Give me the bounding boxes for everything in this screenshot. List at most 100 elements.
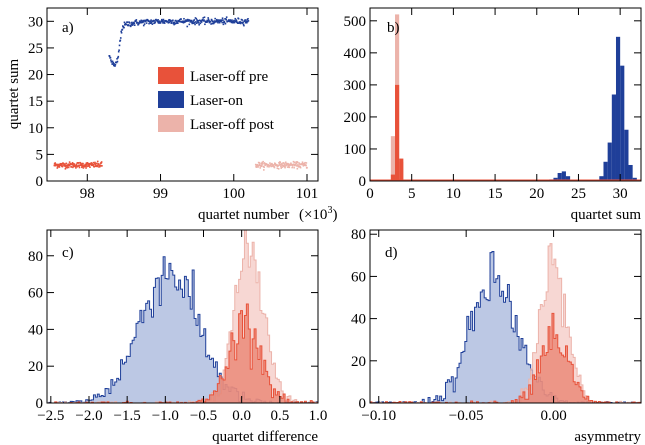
scatter-point <box>169 19 172 22</box>
scatter-point <box>213 21 216 24</box>
scatter-point <box>260 165 263 168</box>
scatter-point <box>281 166 283 168</box>
scatter-point <box>77 162 80 164</box>
scatter-point <box>233 19 235 22</box>
panel-c-xtick-label: −1.0 <box>152 408 179 424</box>
scatter-point <box>143 23 146 25</box>
scatter-point <box>162 22 164 24</box>
panel-d-ytick-label: 60 <box>351 269 366 285</box>
scatter-point <box>188 19 190 21</box>
scatter-point <box>155 18 157 21</box>
scatter-point <box>160 20 163 23</box>
scatter-point <box>149 20 152 23</box>
panel-a-ytick-label: 15 <box>28 94 43 110</box>
scatter-point <box>295 161 297 164</box>
scatter-point <box>114 65 116 67</box>
scatter-point <box>238 21 241 24</box>
scatter-point <box>197 22 200 24</box>
scatter-point <box>99 165 101 168</box>
scatter-point <box>279 161 281 163</box>
scatter-point <box>128 22 131 24</box>
scatter-point <box>277 168 280 170</box>
scatter-point <box>182 21 185 24</box>
panel-c-ytick-label: 40 <box>28 322 43 338</box>
scatter-point <box>288 163 290 165</box>
scatter-point <box>100 165 102 167</box>
scatter-point <box>64 163 66 165</box>
scatter-point <box>123 21 126 24</box>
scatter-point <box>242 21 244 24</box>
panel-b-ytick-label: 0 <box>359 174 367 190</box>
scatter-point <box>296 161 299 164</box>
scatter-point <box>264 164 266 167</box>
panel-d-xtick-label: −0.05 <box>449 408 484 424</box>
scatter-point <box>100 162 103 164</box>
scatter-point <box>266 165 269 168</box>
scatter-point <box>269 162 271 164</box>
scatter-point <box>76 165 78 168</box>
scatter-point <box>140 21 142 24</box>
scatter-point <box>86 165 88 168</box>
scatter-point <box>137 23 140 26</box>
scatter-point <box>233 21 236 24</box>
scatter-point <box>241 21 243 24</box>
panel-d-xtick-label: −0.10 <box>361 408 396 424</box>
scatter-point <box>172 19 174 22</box>
legend-label: Laser-off pre <box>190 69 268 85</box>
panel-a-ytick-label: 10 <box>28 121 43 137</box>
scatter-point <box>169 20 171 23</box>
scatter-point <box>225 18 227 20</box>
scatter-point <box>258 162 261 164</box>
scatter-point <box>117 50 120 53</box>
scatter-point <box>153 20 156 22</box>
scatter-point <box>208 19 210 22</box>
scatter-point <box>68 161 71 163</box>
scatter-point <box>61 164 63 166</box>
scatter-point <box>58 163 60 166</box>
scatter-point <box>153 22 155 25</box>
panel-a-series-laser-on <box>108 16 250 67</box>
scatter-point <box>188 19 191 22</box>
scatter-point <box>150 21 153 24</box>
scatter-point <box>241 19 244 21</box>
scatter-point <box>257 166 259 168</box>
scatter-point <box>193 19 196 21</box>
panel-b-xtick-label: 25 <box>571 186 586 202</box>
scatter-point <box>200 21 203 23</box>
scatter-point <box>220 20 223 22</box>
panel-b-xtick-label: 10 <box>446 186 461 202</box>
scatter-point <box>216 19 219 22</box>
scatter-point <box>301 161 304 164</box>
scatter-point <box>235 19 237 21</box>
scatter-point <box>94 161 96 164</box>
scatter-point <box>92 161 95 164</box>
scatter-point <box>72 165 75 168</box>
scatter-point <box>261 161 263 164</box>
scatter-point <box>85 167 87 169</box>
scatter-point <box>282 162 285 164</box>
scatter-point <box>77 165 79 167</box>
scatter-point <box>202 17 205 19</box>
scatter-point <box>88 162 91 165</box>
scatter-point <box>234 20 236 22</box>
scatter-point <box>115 61 118 64</box>
panel-a-ytick-label: 20 <box>28 68 43 84</box>
panel-c-ytick-label: 80 <box>28 249 43 265</box>
panel-a-frame <box>46 7 319 182</box>
panel-a-series-laser-off-pre <box>53 160 103 170</box>
scatter-point <box>197 21 199 24</box>
scatter-point <box>97 163 100 165</box>
scatter-point <box>220 19 223 21</box>
scatter-point <box>195 22 198 25</box>
scatter-point <box>297 163 299 166</box>
scatter-point <box>168 21 170 24</box>
panel-b-ytick-label: 200 <box>344 110 367 126</box>
scatter-point <box>299 163 301 166</box>
scatter-point <box>224 18 226 20</box>
scatter-point <box>163 22 166 24</box>
histogram-bar <box>565 176 571 181</box>
scatter-point <box>292 164 294 167</box>
scatter-point <box>223 21 226 24</box>
scatter-point <box>278 164 281 166</box>
scatter-point <box>284 166 286 169</box>
